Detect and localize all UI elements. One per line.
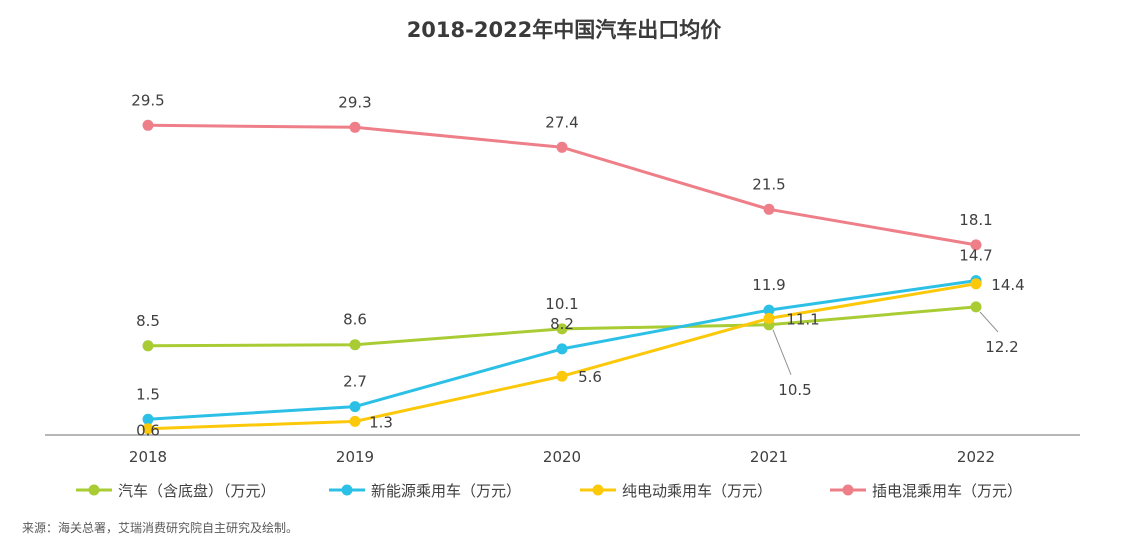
data-point-bev-passenger-2019 bbox=[349, 415, 361, 427]
data-point-phev-passenger-2021 bbox=[763, 203, 775, 215]
data-point-phev-passenger-2020 bbox=[556, 141, 568, 153]
leader-line-vehicle-incl-chassis-2022 bbox=[979, 311, 999, 333]
x-tick-label-2020: 2020 bbox=[543, 448, 581, 466]
x-tick-label-2022: 2022 bbox=[957, 448, 995, 466]
data-point-vehicle-incl-chassis-2020 bbox=[556, 323, 568, 335]
legend-label-bev-passenger: 纯电动乘用车（万元） bbox=[622, 482, 772, 500]
data-point-bev-passenger-2022 bbox=[970, 278, 982, 290]
data-label-vehicle-incl-chassis-2021: 10.5 bbox=[778, 381, 811, 399]
legend-marker-phev-passenger bbox=[842, 484, 854, 496]
x-tick-label-2019: 2019 bbox=[336, 448, 374, 466]
data-point-new-energy-passenger-2021 bbox=[763, 304, 775, 316]
data-label-phev-passenger-2018: 29.5 bbox=[131, 91, 164, 109]
legend-marker-vehicle-incl-chassis bbox=[88, 484, 100, 496]
data-label-new-energy-passenger-2022: 14.7 bbox=[959, 247, 992, 265]
data-label-phev-passenger-2019: 29.3 bbox=[338, 93, 371, 111]
data-label-new-energy-passenger-2018: 1.5 bbox=[136, 385, 160, 403]
data-point-bev-passenger-2020 bbox=[556, 370, 568, 382]
data-point-vehicle-incl-chassis-2022 bbox=[970, 301, 982, 313]
x-tick-label-2021: 2021 bbox=[750, 448, 788, 466]
legend-marker-bev-passenger bbox=[592, 484, 604, 496]
legend-label-new-energy-passenger: 新能源乘用车（万元） bbox=[371, 482, 521, 500]
legend-label-phev-passenger: 插电混乘用车（万元） bbox=[872, 482, 1022, 500]
data-point-bev-passenger-2018 bbox=[142, 423, 154, 435]
legend-marker-new-energy-passenger bbox=[341, 484, 353, 496]
data-label-phev-passenger-2022: 18.1 bbox=[959, 211, 992, 229]
data-label-vehicle-incl-chassis-2018: 8.5 bbox=[136, 312, 160, 330]
data-label-new-energy-passenger-2020: 8.2 bbox=[550, 315, 574, 333]
data-point-new-energy-passenger-2019 bbox=[349, 401, 361, 413]
source-note: 来源：海关总署，艾瑞消费研究院自主研究及绘制。 bbox=[22, 521, 299, 535]
data-point-vehicle-incl-chassis-2018 bbox=[142, 340, 154, 352]
data-label-vehicle-incl-chassis-2019: 8.6 bbox=[343, 311, 367, 329]
leader-line-vehicle-incl-chassis-2021 bbox=[772, 329, 792, 375]
data-label-bev-passenger-2021: 11.1 bbox=[786, 310, 819, 328]
data-label-bev-passenger-2018: 0.6 bbox=[136, 422, 160, 440]
data-label-bev-passenger-2019: 1.3 bbox=[369, 413, 393, 431]
data-point-new-energy-passenger-2018 bbox=[142, 413, 154, 425]
data-point-new-energy-passenger-2020 bbox=[556, 343, 568, 355]
data-point-bev-passenger-2021 bbox=[763, 312, 775, 324]
data-label-phev-passenger-2020: 27.4 bbox=[545, 113, 578, 131]
data-point-phev-passenger-2018 bbox=[142, 119, 154, 131]
data-label-new-energy-passenger-2021: 11.9 bbox=[752, 276, 785, 294]
data-label-phev-passenger-2021: 21.5 bbox=[752, 175, 785, 193]
chart-title: 2018-2022年中国汽车出口均价 bbox=[406, 18, 722, 42]
data-label-vehicle-incl-chassis-2022: 12.2 bbox=[985, 338, 1018, 356]
data-point-vehicle-incl-chassis-2019 bbox=[349, 339, 361, 351]
data-label-new-energy-passenger-2019: 2.7 bbox=[343, 373, 367, 391]
legend-label-vehicle-incl-chassis: 汽车（含底盘）（万元） bbox=[118, 482, 276, 500]
data-point-phev-passenger-2019 bbox=[349, 121, 361, 133]
x-tick-label-2018: 2018 bbox=[129, 448, 167, 466]
data-point-phev-passenger-2022 bbox=[970, 239, 982, 251]
data-label-bev-passenger-2020: 5.6 bbox=[578, 368, 602, 386]
data-label-vehicle-incl-chassis-2020: 10.1 bbox=[545, 295, 578, 313]
data-label-bev-passenger-2022: 14.4 bbox=[991, 276, 1024, 294]
